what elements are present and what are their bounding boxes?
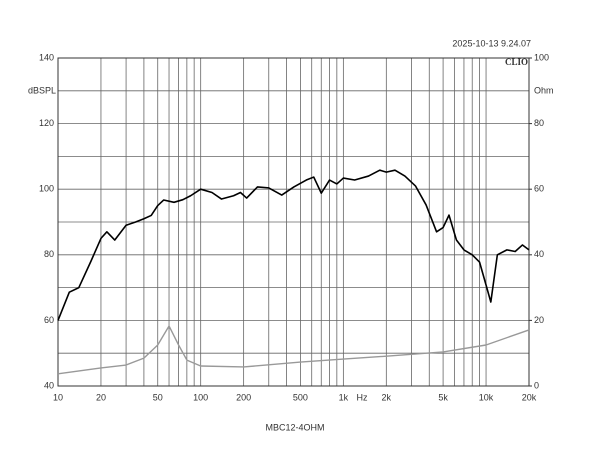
y2-tick-label: 0 xyxy=(534,380,539,390)
y-tick-label: 140 xyxy=(39,52,54,62)
x-tick-label: 100 xyxy=(193,392,208,402)
timestamp: 2025-10-13 9.24.07 xyxy=(452,38,531,48)
x-tick-label: 200 xyxy=(236,392,251,402)
y-tick-label: 120 xyxy=(39,118,54,128)
x-tick-label: 20k xyxy=(522,392,537,402)
x-tick-label: 10 xyxy=(53,392,63,402)
x-tick-label: 500 xyxy=(293,392,308,402)
y2-axis-label: Ohm xyxy=(534,85,554,95)
x-tick-label: 50 xyxy=(153,392,163,402)
x-tick-label: 5k xyxy=(438,392,448,402)
y2-tick-label: 80 xyxy=(534,118,544,128)
y-axis-label: dBSPL xyxy=(28,85,56,95)
series-line xyxy=(57,325,530,375)
x-tick-label: 2k xyxy=(382,392,392,402)
y2-tick-label: 40 xyxy=(534,249,544,259)
x-tick-label: 10k xyxy=(479,392,494,402)
plot-frame xyxy=(57,57,530,387)
caption: MBC12-4OHM xyxy=(265,422,324,432)
brand-logo: CLIO xyxy=(505,57,528,67)
x-axis-label: Hz xyxy=(357,392,368,402)
y-tick-label: 80 xyxy=(44,249,54,259)
y-tick-label: 60 xyxy=(44,315,54,325)
x-tick-label: 1k xyxy=(339,392,349,402)
y-tick-label: 100 xyxy=(39,184,54,194)
y2-tick-label: 20 xyxy=(534,315,544,325)
y2-tick-label: 60 xyxy=(534,184,544,194)
y2-tick-label: 100 xyxy=(534,52,549,62)
x-tick-label: 20 xyxy=(96,392,106,402)
y-tick-label: 40 xyxy=(44,380,54,390)
series-line xyxy=(57,169,530,321)
